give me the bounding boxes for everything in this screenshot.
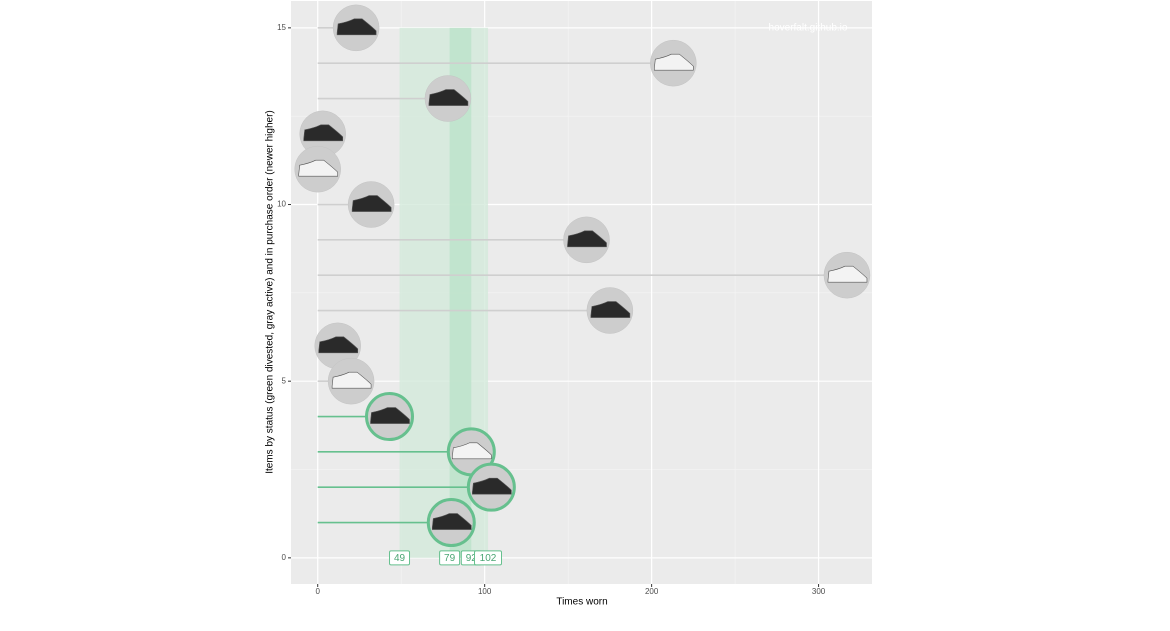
- y-tick-label: 0: [282, 553, 287, 562]
- shoe-icon: [654, 53, 694, 71]
- x-tick-label: 100: [478, 587, 492, 596]
- inner-band: [449, 27, 472, 558]
- item: [314, 322, 361, 370]
- item: [347, 181, 395, 228]
- x-tick-label: 0: [315, 587, 320, 596]
- item: [294, 145, 341, 193]
- marker-label: 102: [480, 553, 497, 564]
- y-tick-label: 5: [282, 376, 287, 385]
- panel: [291, 1, 872, 584]
- item: [650, 39, 697, 87]
- shoe-icon: [351, 195, 392, 212]
- x-tick-label: 300: [812, 587, 826, 596]
- marker-label: 92: [466, 553, 478, 564]
- item: [586, 287, 634, 334]
- item: [426, 498, 476, 548]
- y-tick-label: 15: [277, 23, 286, 32]
- item: [563, 216, 610, 264]
- shoe-icon: [827, 265, 868, 283]
- watermark: hoverfalt.github.io: [769, 23, 848, 34]
- shoe-icon: [336, 18, 377, 36]
- item: [327, 357, 375, 405]
- shoe-icon: [452, 442, 492, 460]
- shoe-icon: [567, 230, 607, 248]
- shoe-icon: [431, 513, 472, 530]
- y-tick-label: 10: [277, 200, 286, 209]
- marker-label: 79: [444, 553, 456, 564]
- marker-label-box: [439, 550, 461, 566]
- shoe-icon: [472, 477, 512, 495]
- item: [332, 4, 380, 52]
- shoe-icon: [590, 301, 631, 318]
- marker-label-box: [474, 550, 503, 566]
- y-axis-title: Items by status (green divested, gray ac…: [265, 110, 276, 474]
- x-axis-title: Times worn: [556, 597, 607, 608]
- item: [365, 392, 415, 442]
- marker-label: 49: [394, 553, 406, 564]
- item: [466, 462, 516, 512]
- item: [424, 75, 472, 122]
- item: [823, 251, 871, 299]
- shoe-icon: [331, 371, 372, 389]
- marker-label-box: [389, 550, 411, 566]
- shoe-icon: [298, 159, 339, 177]
- x-tick-label: 200: [645, 587, 659, 596]
- shoe-icon: [303, 124, 344, 142]
- shoe-icon: [370, 407, 410, 424]
- shoe-icon: [428, 89, 469, 106]
- shoe-icon: [318, 336, 359, 354]
